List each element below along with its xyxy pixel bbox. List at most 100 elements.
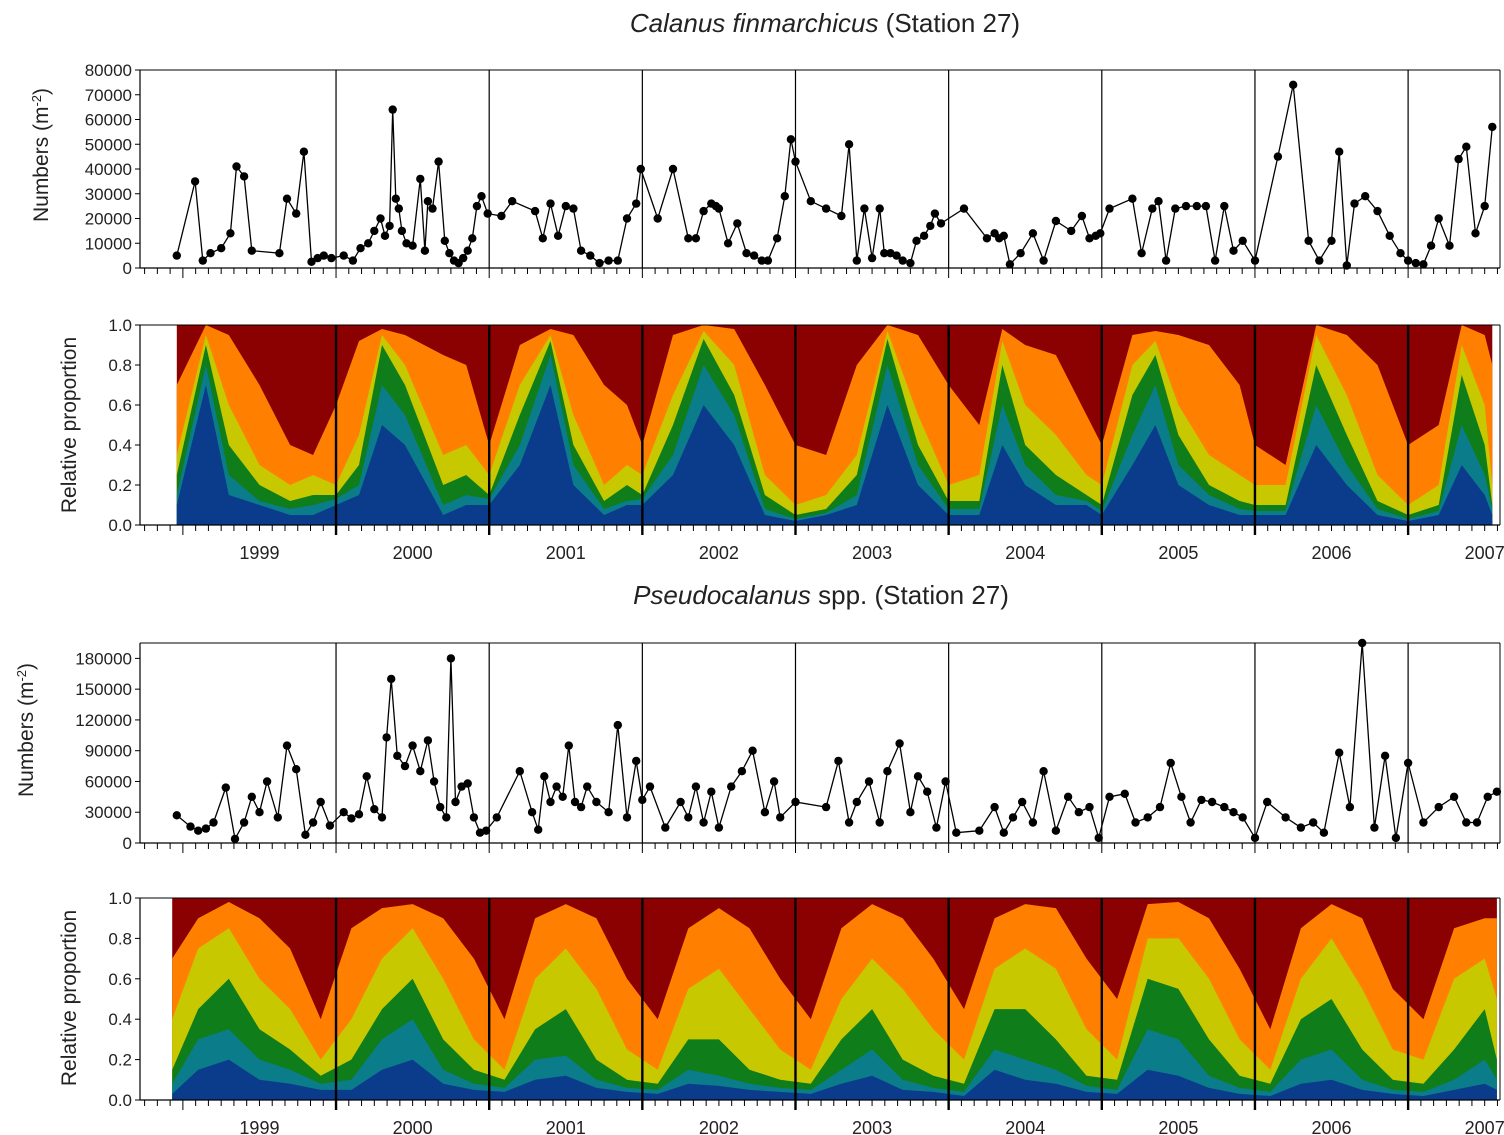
calanus-numbers-data-point bbox=[780, 192, 789, 201]
calanus-numbers-data-point bbox=[1488, 122, 1497, 132]
calanus-numbers-data-point bbox=[232, 162, 241, 171]
calanus-numbers-data-point bbox=[319, 251, 328, 260]
calanus-numbers-data-point bbox=[898, 256, 907, 265]
calanus-numbers-y-tick-label: 0 bbox=[123, 259, 132, 278]
pseudocalanus-numbers-data-point bbox=[864, 777, 874, 786]
pseudocalanus-numbers-data-point bbox=[408, 741, 417, 750]
calanus-numbers-series-line bbox=[176, 84, 1493, 266]
pseudocalanus-numbers-data-point bbox=[821, 802, 831, 812]
calanus-numbers-data-point bbox=[757, 256, 766, 265]
calanus-numbers-data-point bbox=[530, 206, 540, 216]
year-label-2000: 2000 bbox=[393, 1118, 433, 1135]
year-label-2006: 2006 bbox=[1312, 1118, 1352, 1135]
pseudocalanus-numbers-data-point bbox=[1063, 792, 1073, 801]
pseudocalanus-numbers-data-point bbox=[760, 808, 770, 817]
calanus-numbers-data-point bbox=[339, 251, 348, 260]
calanus-numbers-data-point bbox=[699, 206, 708, 216]
pseudocalanus-numbers-data-point bbox=[776, 813, 785, 822]
calanus-numbers-data-point bbox=[1148, 204, 1157, 213]
calanus-numbers-data-point bbox=[1419, 260, 1428, 269]
calanus-numbers-data-point bbox=[733, 219, 742, 228]
pseudocalanus-numbers-data-point bbox=[442, 813, 451, 822]
calanus-numbers-data-point bbox=[653, 214, 662, 223]
calanus-numbers-data-point bbox=[586, 251, 595, 260]
pseudocalanus-numbers-data-point bbox=[1131, 818, 1140, 827]
pseudocalanus-numbers-data-point bbox=[737, 767, 747, 776]
calanus-numbers-data-point bbox=[217, 244, 226, 253]
pseudocalanus-numbers-data-point bbox=[451, 797, 460, 807]
pseudocalanus-numbers-data-point bbox=[527, 808, 537, 817]
pseudocalanus-numbers-data-point bbox=[262, 777, 272, 786]
pseudocalanus-numbers-data-point bbox=[1238, 813, 1247, 822]
pseudocalanus-numbers-data-point bbox=[540, 772, 549, 781]
calanus-numbers-data-point bbox=[416, 174, 425, 184]
pseudocalanus-numbers-data-point bbox=[1335, 748, 1344, 757]
calanus-numbers-data-point bbox=[1471, 229, 1480, 238]
calanus-numbers-data-point bbox=[434, 157, 443, 166]
calanus-numbers-data-point bbox=[1373, 206, 1382, 216]
calanus-numbers-data-point bbox=[875, 204, 884, 213]
pseudocalanus-numbers-data-point bbox=[552, 782, 561, 791]
pseudocalanus-numbers-data-point bbox=[469, 813, 479, 822]
pseudocalanus-numbers-data-point bbox=[604, 808, 613, 817]
calanus-numbers-data-point bbox=[1480, 201, 1489, 211]
pseudocalanus-numbers-data-point bbox=[1391, 833, 1401, 843]
calanus-numbers-data-point bbox=[226, 229, 235, 238]
calanus-numbers-data-point bbox=[376, 214, 385, 223]
calanus-numbers-data-point bbox=[445, 249, 454, 258]
year-label-2007: 2007 bbox=[1465, 1118, 1504, 1135]
pseudocalanus-numbers-data-point bbox=[492, 813, 501, 822]
pseudocalanus-numbers-data-point bbox=[883, 767, 892, 776]
calanus-numbers-data-point bbox=[569, 204, 578, 213]
pseudocalanus-numbers-y-tick-label: 30000 bbox=[85, 803, 132, 822]
pseudocalanus-numbers-data-point bbox=[446, 654, 456, 663]
calanus-numbers-data-point bbox=[936, 219, 946, 228]
pseudocalanus-numbers-data-point bbox=[1207, 797, 1217, 807]
calanus-numbers-data-point bbox=[684, 234, 693, 243]
calanus-numbers-data-point bbox=[508, 197, 517, 206]
pseudocalanus-numbers-data-point bbox=[906, 808, 915, 817]
calanus-numbers-data-point bbox=[1411, 258, 1421, 268]
pseudocalanus-numbers-data-point bbox=[913, 772, 923, 781]
pseudocalanus-numbers-data-point bbox=[282, 741, 292, 750]
pseudocalanus-numbers-y-tick-label: 120000 bbox=[75, 711, 132, 730]
calanus-numbers-data-point bbox=[912, 236, 921, 245]
pseudocalanus-numbers-data-point bbox=[316, 797, 325, 807]
pseudocalanus-numbers-data-point bbox=[436, 802, 445, 812]
pseudocalanus-numbers-data-point bbox=[255, 808, 264, 817]
pseudocalanus-numbers-data-point bbox=[308, 818, 318, 827]
pseudocalanus-numbers-data-point bbox=[769, 777, 779, 786]
calanus-numbers-y-tick-label: 50000 bbox=[85, 135, 132, 154]
pseudocalanus-numbers-data-point bbox=[1018, 797, 1027, 807]
calanus-numbers-data-point bbox=[1385, 231, 1394, 240]
pseudocalanus-numbers-data-point bbox=[1250, 833, 1260, 843]
pseudocalanus-numbers-data-point bbox=[583, 782, 592, 791]
calanus-numbers-data-point bbox=[1039, 256, 1048, 265]
calanus-numbers-data-point bbox=[906, 258, 915, 268]
pseudocalanus-numbers-data-point bbox=[923, 787, 932, 796]
calanus-numbers-data-point bbox=[1171, 204, 1180, 213]
pseudocalanus-numbers-data-point bbox=[1155, 802, 1165, 812]
pseudocalanus-numbers-data-point bbox=[382, 733, 391, 742]
pseudocalanus-numbers-data-point bbox=[339, 808, 348, 817]
pseudocalanus-numbers-data-point bbox=[1177, 792, 1186, 801]
calanus-numbers-y-tick-label: 40000 bbox=[85, 160, 132, 179]
pseudocalanus-numbers-data-point bbox=[546, 797, 555, 807]
pseudocalanus-numbers-data-point bbox=[1296, 823, 1306, 832]
pseudocalanus-numbers-data-point bbox=[1345, 802, 1355, 812]
calanus-numbers-data-point bbox=[622, 214, 632, 223]
year-label-2002: 2002 bbox=[699, 1118, 739, 1135]
calanus-numbers-data-point bbox=[772, 234, 782, 243]
calanus-proportion-stage-area-1 bbox=[176, 385, 1493, 525]
pseudocalanus-proportion-panel: 0.0 0.2 0.4 0.6 0.8 1.0 1999 2000 2001 2002 2003 20… bbox=[108, 889, 1504, 1135]
calanus-numbers-data-point bbox=[394, 204, 403, 213]
calanus-numbers-data-point bbox=[604, 256, 613, 265]
y-axis-label-calanus-numbers: Numbers (m-2) bbox=[29, 88, 54, 222]
pseudocalanus-numbers-data-point bbox=[416, 767, 425, 776]
calanus-numbers-data-point bbox=[1454, 154, 1463, 164]
calanus-numbers-data-point bbox=[1210, 256, 1220, 265]
pseudocalanus-numbers-data-point bbox=[1105, 792, 1114, 801]
calanus-numbers-data-point bbox=[1342, 261, 1352, 270]
pseudocalanus-numbers-data-point bbox=[1085, 802, 1094, 812]
calanus-numbers-data-point bbox=[749, 251, 759, 260]
